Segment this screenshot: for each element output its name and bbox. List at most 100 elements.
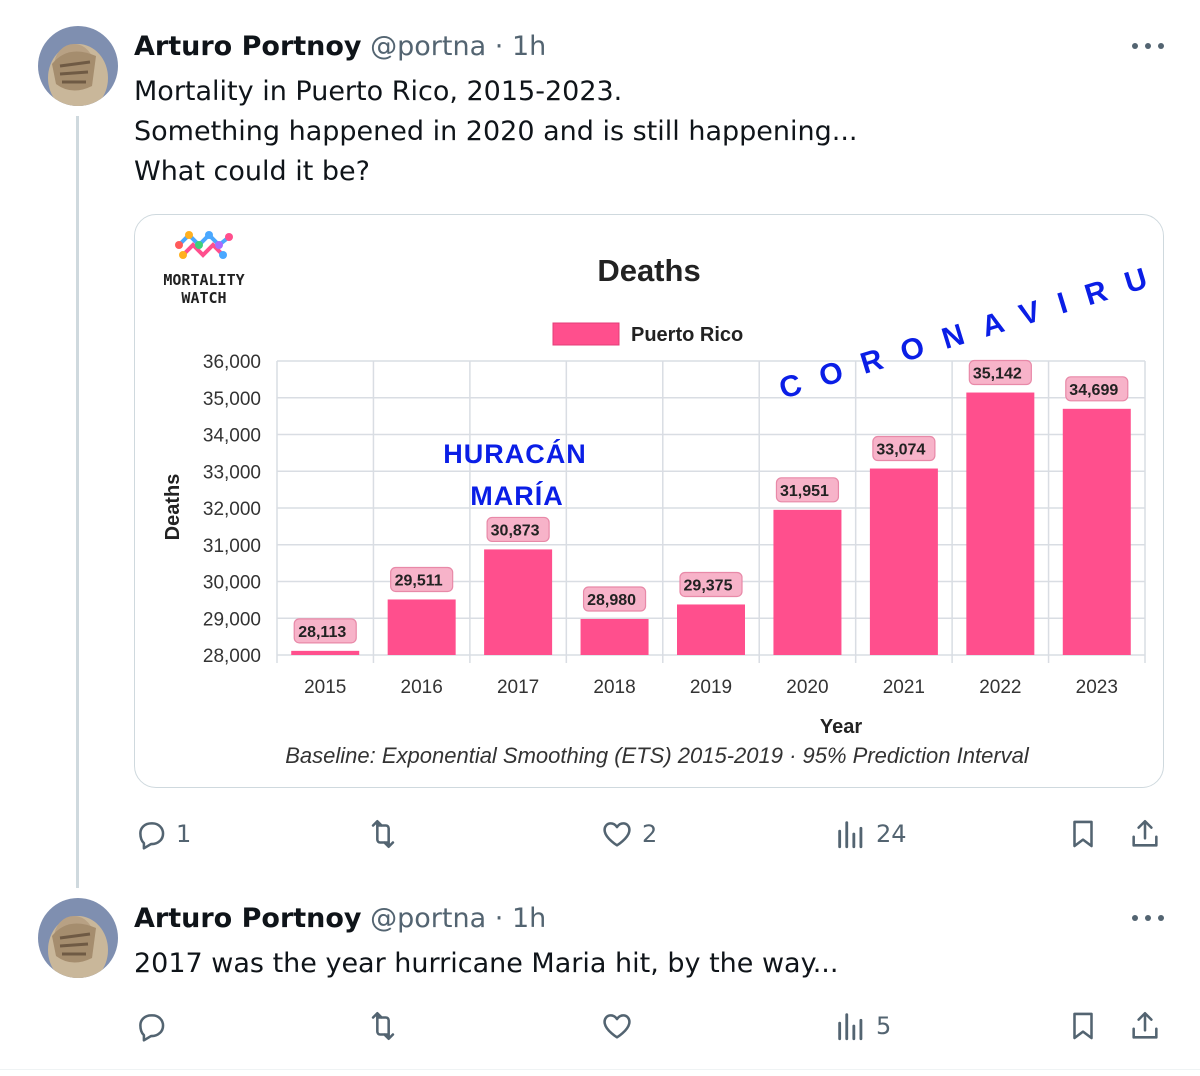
y-tick-label: 31,000 xyxy=(203,536,261,557)
heart-icon xyxy=(603,1014,631,1039)
logo-text-line2: WATCH xyxy=(181,289,226,307)
author-handle[interactable]: @portna xyxy=(370,903,487,934)
chart-bars xyxy=(291,392,1131,655)
heart-icon xyxy=(603,822,631,847)
bookmark-button[interactable] xyxy=(1066,1004,1100,1048)
share-icon xyxy=(1132,1011,1158,1039)
x-tick-label: 2019 xyxy=(690,677,732,698)
views-button[interactable]: 5 xyxy=(834,1004,891,1048)
bar xyxy=(773,509,842,655)
data-label-background xyxy=(582,586,647,612)
y-tick-label: 33,000 xyxy=(203,462,261,483)
tweet-text: Mortality in Puerto Rico, 2015-2023. Som… xyxy=(134,72,858,192)
data-label-background xyxy=(390,566,454,593)
like-button[interactable]: 2 xyxy=(600,812,657,856)
view-count: 5 xyxy=(876,1012,892,1040)
tweet-text-line: Mortality in Puerto Rico, 2015-2023. xyxy=(134,76,623,107)
data-label: 35,142 xyxy=(973,366,1022,383)
y-axis-label: Deaths xyxy=(162,474,184,541)
like-button[interactable] xyxy=(600,1004,642,1048)
share-button[interactable] xyxy=(1128,1004,1162,1048)
y-tick-label: 29,000 xyxy=(203,609,261,630)
bookmark-icon xyxy=(1073,1012,1093,1040)
bar xyxy=(291,650,360,655)
tweet-actions: 1 2 24 xyxy=(134,812,1166,856)
y-tick-label: 32,000 xyxy=(203,499,261,520)
thread-connector-line xyxy=(76,116,79,888)
bar xyxy=(677,604,745,655)
avatar-image xyxy=(38,898,118,978)
bar xyxy=(1062,408,1131,655)
reply-button[interactable] xyxy=(134,1004,176,1048)
tweet-header: Arturo Portnoy @portna · 1h xyxy=(134,902,546,936)
chart-legend: Puerto Rico xyxy=(552,322,743,346)
view-count: 24 xyxy=(876,820,907,848)
repost-button[interactable] xyxy=(366,1004,408,1048)
reply-icon xyxy=(139,822,165,850)
legend-swatch xyxy=(552,322,620,346)
more-dot-icon xyxy=(1145,915,1151,921)
repost-icon xyxy=(371,1011,395,1041)
media-card[interactable]: MORTALITY WATCH Deaths Puerto Rico 28,11… xyxy=(134,214,1164,788)
data-label-background xyxy=(679,571,743,598)
data-label: 29,511 xyxy=(395,572,443,589)
data-label: 34,699 xyxy=(1069,382,1118,399)
data-label: 29,375 xyxy=(684,577,733,594)
logo-text-line1: MORTALITY xyxy=(163,271,244,289)
y-tick-label: 36,000 xyxy=(203,352,261,373)
x-tick-label: 2016 xyxy=(401,677,443,698)
author-handle[interactable]: @portna xyxy=(370,31,487,62)
tweet-text: 2017 was the year hurricane Maria hit, b… xyxy=(134,944,838,984)
author-name[interactable]: Arturo Portnoy xyxy=(134,31,362,62)
chart-caption: Baseline: Exponential Smoothing (ETS) 20… xyxy=(285,743,1030,768)
x-tick-label: 2022 xyxy=(979,677,1021,698)
reply-button[interactable]: 1 xyxy=(134,812,191,856)
repost-button[interactable] xyxy=(366,812,408,856)
data-label: 31,951 xyxy=(780,483,829,500)
tweet-timestamp[interactable]: 1h xyxy=(511,31,547,62)
views-button[interactable]: 24 xyxy=(834,812,907,856)
bar xyxy=(387,599,456,655)
bookmark-button[interactable] xyxy=(1066,812,1100,856)
data-label-background xyxy=(968,359,1032,386)
tweet-timestamp[interactable]: 1h xyxy=(511,903,547,934)
avatar-image xyxy=(38,26,118,106)
chart-data-labels: 28,113 29,511 30,873 28,980 29,375 31,951 33,0… xyxy=(293,359,1129,644)
views-chart-icon xyxy=(838,821,863,849)
y-tick-label: 34,000 xyxy=(203,426,261,447)
tweet-text-line: Something happened in 2020 and is still … xyxy=(134,116,858,147)
x-tick-label: 2018 xyxy=(593,677,635,698)
author-avatar[interactable] xyxy=(38,898,118,978)
y-tick-label: 35,000 xyxy=(203,389,261,410)
more-options-button[interactable] xyxy=(1128,908,1168,928)
data-label: 33,074 xyxy=(876,442,925,459)
header-separator: · xyxy=(494,31,504,62)
x-tick-label: 2021 xyxy=(883,677,925,698)
more-dot-icon xyxy=(1132,43,1138,49)
share-icon xyxy=(1132,819,1158,847)
divider xyxy=(0,1069,1200,1070)
annotation-huracan: HURACÁN xyxy=(443,438,587,469)
bar xyxy=(966,392,1035,655)
bar xyxy=(580,618,649,655)
reply-icon xyxy=(139,1014,165,1042)
header-separator: · xyxy=(494,903,504,934)
more-dot-icon xyxy=(1158,915,1164,921)
like-count: 2 xyxy=(642,820,658,848)
more-dot-icon xyxy=(1145,43,1151,49)
data-label: 30,873 xyxy=(491,522,540,539)
views-chart-icon xyxy=(838,1013,863,1041)
data-label-background xyxy=(293,618,357,644)
tweet-text-line: 2017 was the year hurricane Maria hit, b… xyxy=(134,948,839,979)
share-button[interactable] xyxy=(1128,812,1162,856)
bar xyxy=(869,468,938,655)
bar xyxy=(484,549,553,655)
tweet-text-line: What could it be? xyxy=(134,156,370,187)
author-name[interactable]: Arturo Portnoy xyxy=(134,903,362,934)
deaths-chart: MORTALITY WATCH Deaths Puerto Rico 28,11… xyxy=(162,231,1163,768)
data-label-background xyxy=(775,477,840,503)
more-options-button[interactable] xyxy=(1128,36,1168,56)
x-tick-label: 2020 xyxy=(786,677,828,698)
x-axis-label: Year xyxy=(820,716,862,738)
author-avatar[interactable] xyxy=(38,26,118,106)
